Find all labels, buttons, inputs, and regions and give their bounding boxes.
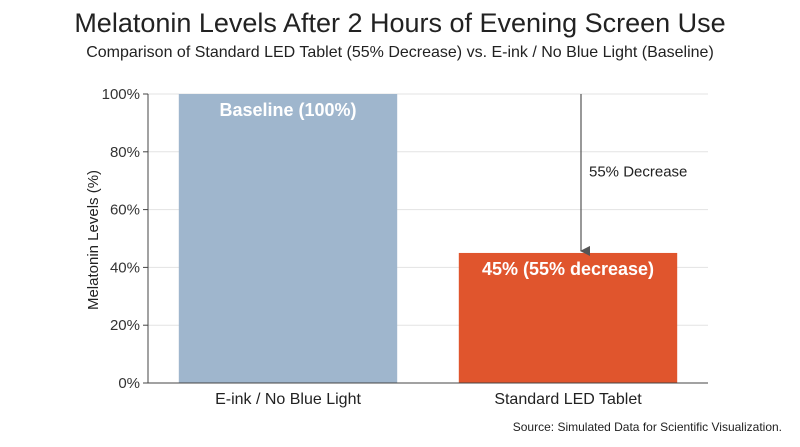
- y-tick-label: 40%: [110, 259, 140, 276]
- decrease-annotation: 55% Decrease: [589, 163, 687, 180]
- y-axis-label: Melatonin Levels (%): [85, 170, 102, 310]
- bar-data-label: Baseline (100%): [219, 100, 356, 120]
- bars: [178, 94, 678, 383]
- bar-0: [178, 94, 398, 383]
- y-tick-label: 80%: [110, 144, 140, 161]
- y-tick-label: 20%: [110, 317, 140, 334]
- bar-data-label: 45% (55% decrease): [482, 259, 654, 279]
- axes: [143, 93, 708, 384]
- y-tick-label: 100%: [102, 86, 140, 103]
- chart-title: Melatonin Levels After 2 Hours of Evenin…: [74, 8, 726, 38]
- y-tick-label: 0%: [118, 375, 140, 392]
- source-note: Source: Simulated Data for Scientific Vi…: [512, 420, 782, 434]
- chart-subtitle: Comparison of Standard LED Tablet (55% D…: [86, 44, 714, 61]
- y-tick-label: 60%: [110, 202, 140, 219]
- labels: 0% 20% 40% 60% 80% 100% Baseline (100%) E-ink /…: [102, 86, 688, 408]
- bar-1: [458, 252, 678, 383]
- x-tick-label: E-ink / No Blue Light: [215, 391, 361, 408]
- x-tick-label: Standard LED Tablet: [494, 391, 642, 408]
